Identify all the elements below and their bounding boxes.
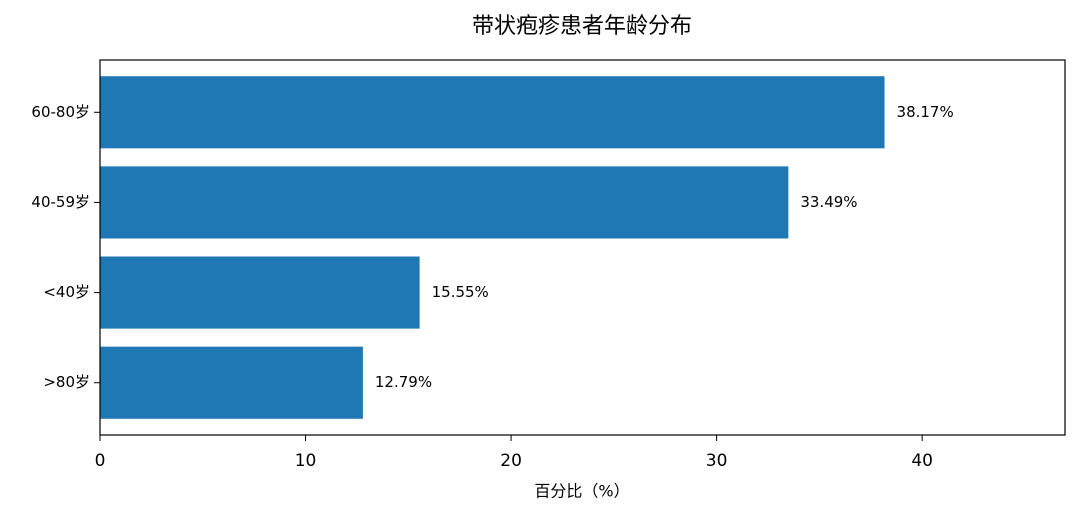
value-label: 15.55% [432, 283, 489, 301]
x-tick-label: 30 [706, 451, 728, 471]
bar [100, 76, 885, 149]
value-label: 38.17% [897, 103, 954, 121]
plot-frame [99, 59, 1066, 436]
bar [100, 346, 363, 419]
y-tick-label: 40-59岁 [31, 193, 90, 211]
x-tick-label: 10 [295, 451, 317, 471]
y-tick-label: >80岁 [43, 373, 90, 391]
bar [100, 256, 420, 329]
y-tick-label: <40岁 [43, 283, 90, 301]
x-axis-label: 百分比（%） [534, 482, 629, 501]
value-label: 33.49% [800, 193, 857, 211]
value-label: 12.79% [375, 373, 432, 391]
bar [100, 166, 789, 239]
x-tick-label: 40 [911, 451, 933, 471]
x-tick-label: 20 [500, 451, 522, 471]
chart-title: 带状疱疹患者年龄分布 [472, 14, 692, 39]
x-tick-label: 0 [95, 451, 106, 471]
y-tick-label: 60-80岁 [31, 103, 90, 121]
